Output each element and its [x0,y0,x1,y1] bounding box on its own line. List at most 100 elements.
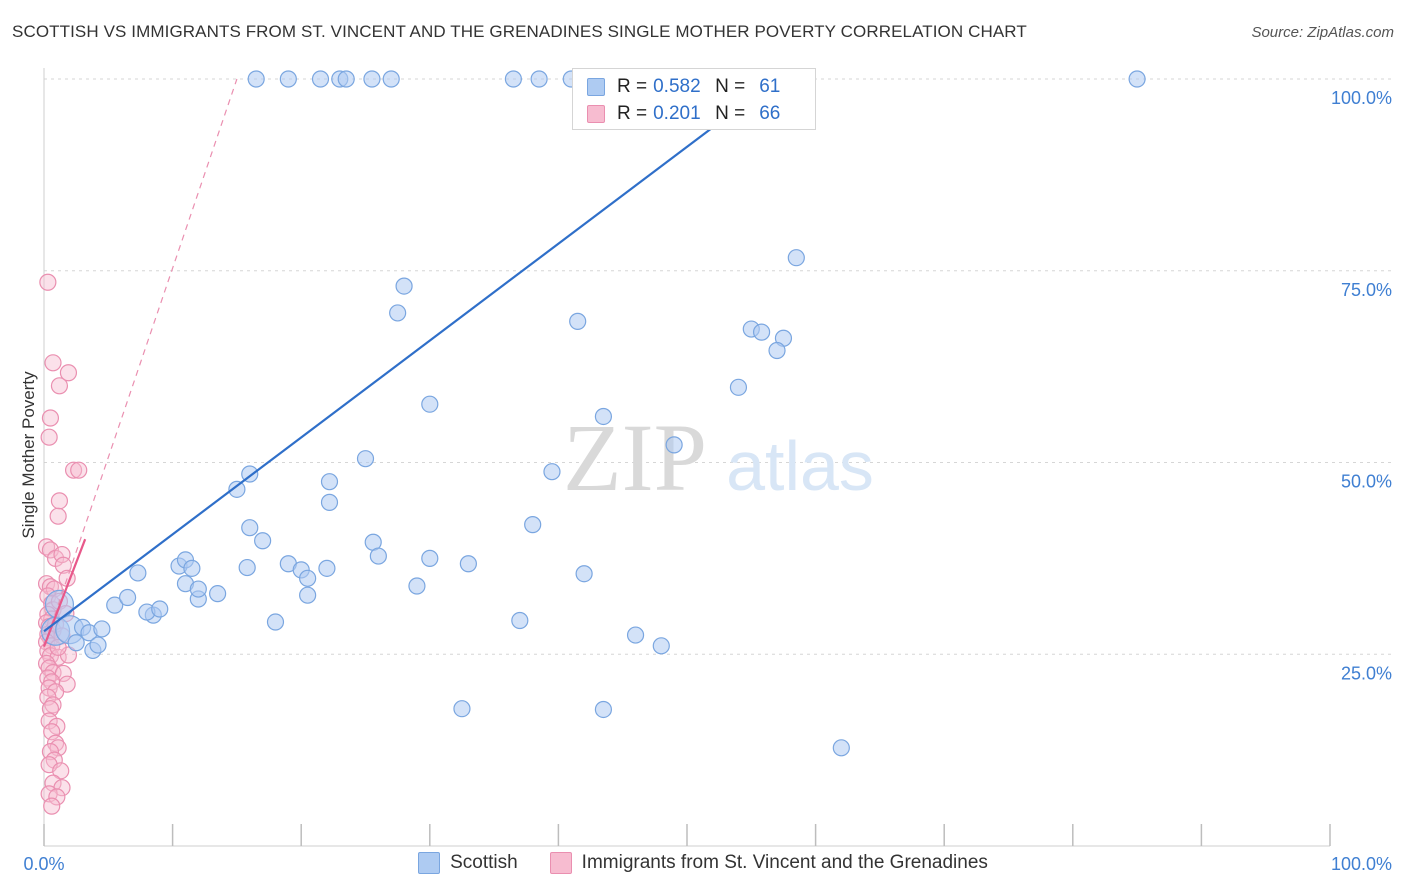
scatter-point-scottish [337,70,355,88]
scatter-point-scottish [665,436,683,454]
scatter-point-scottish [238,558,256,577]
scatter-point-scottish [389,304,407,322]
scatter-point-immigrants [59,364,78,382]
scatter-point-scottish [421,395,439,413]
scatter-point-immigrants [43,797,61,815]
scatter-point-scottish [241,519,259,537]
scatter-point-scottish [228,480,246,498]
scatter-point-scottish [524,516,542,534]
scatter-point-scottish [106,596,124,614]
scatter-point-scottish [408,577,426,595]
scatter-point-scottish [299,586,317,604]
scatter-point-immigrants [54,664,72,683]
legend-swatch-blue [587,78,605,96]
scatter-point-immigrants [45,751,63,769]
legend-row-immigrants: R = 0.201 N = 66 [587,102,780,126]
scatter-point-immigrants [44,774,62,792]
r-value-immigrants: 0.201 [653,103,701,124]
legend-swatch-blue [418,852,441,874]
source-label: Source: ZipAtlas.com [1251,24,1394,41]
tick-labels: 25.0% 50.0% 75.0% 100.0% 0.0% 100.0% [23,88,1392,874]
r-label: R = [617,76,648,97]
scatter-point-scottish [129,564,147,582]
scatter-point-scottish [594,700,613,719]
watermark-zip: ZIP [563,404,707,511]
scatter-point-scottish [311,70,330,88]
scatter-point-scottish [209,585,227,603]
correlation-legend: R = 0.582 N = 61 R = 0.201 N = 66 [572,68,816,130]
scatter-point-immigrants [40,428,58,446]
scatter-point-scottish [118,588,137,607]
scatter-point-scottish [67,634,85,652]
scatter-point-scottish [543,463,561,481]
scatter-point-immigrants [50,492,69,510]
scatter-point-scottish [320,493,339,511]
legend-swatch-pink [549,852,572,874]
scatter-point-scottish [530,70,548,88]
y-tick-label: 25.0% [1341,663,1392,683]
r-label: R = [617,103,648,124]
scatter-point-scottish [1128,70,1146,88]
trend-line-scottish [43,78,778,633]
scatter-point-immigrants [64,461,83,479]
legend-row-scottish: R = 0.582 N = 61 [587,75,780,99]
scatter-point-scottish [768,341,786,360]
trend-line-immigrants-extended [43,78,238,647]
scatter-point-immigrants [41,743,60,761]
blue-series-points [40,70,1146,757]
n-value-scottish: 61 [759,76,781,97]
chart-title: SCOTTISH VS IMMIGRANTS FROM ST. VINCENT … [12,22,1027,41]
scatter-point-immigrants [37,654,56,673]
n-value-immigrants: 66 [759,103,781,124]
scatter-point-scottish [832,739,850,757]
series-legend: Scottish Immigrants from St. Vincent and… [0,852,1406,874]
n-label: N = [715,103,746,124]
scatter-point-scottish [318,559,336,577]
scatter-point-immigrants [44,354,62,372]
scatter-point-scottish [395,277,413,295]
scatter-point-scottish [189,580,207,598]
scatter-point-scottish [594,407,613,426]
scatter-point-immigrants [41,409,60,427]
scatter-point-scottish [729,378,748,396]
scatter-point-scottish [266,613,285,631]
scatter-point-immigrants [39,273,57,291]
scatter-point-scottish [787,249,805,267]
pink-series-points [37,273,88,815]
scatter-point-scottish [459,555,477,573]
scatter-point-immigrants [52,762,70,780]
scatter-point-scottish [93,620,111,638]
scatter-point-scottish [254,532,272,550]
scatter-point-scottish [89,636,107,654]
scatter-point-immigrants [48,788,66,806]
scatter-point-scottish [382,70,400,88]
y-tick-label: 100.0% [1331,88,1392,108]
scatter-point-scottish [279,70,297,88]
scatter-point-scottish [183,559,201,577]
scatter-point-scottish [320,473,339,491]
scatter-point-immigrants [54,556,72,574]
scatter-point-scottish [453,700,471,718]
legend-item-scottish[interactable]: Scottish [418,852,518,874]
legend-label-immigrants: Immigrants from St. Vincent and the Gren… [581,852,988,873]
legend-swatch-pink [587,105,605,123]
r-value-scottish: 0.582 [653,76,701,97]
scatter-point-scottish [363,70,381,88]
x-tick-label-min: 0.0% [23,854,64,874]
watermark-atlas: atlas [726,427,874,505]
scatter-point-immigrants [70,461,88,479]
scatter-point-scottish [575,565,593,583]
scatter-point-scottish [569,312,587,330]
trend-lines [42,78,778,647]
scatter-point-immigrants [49,507,67,525]
legend-item-immigrants[interactable]: Immigrants from St. Vincent and the Gren… [549,852,988,874]
scatter-point-immigrants [41,700,60,718]
scatter-point-scottish [299,569,317,587]
scatter-point-scottish [151,600,169,618]
scatter-point-scottish [504,70,522,88]
legend-label-scottish: Scottish [450,852,518,873]
y-tick-label: 50.0% [1341,472,1392,492]
trend-line-immigrants [42,538,87,647]
n-label: N = [715,76,746,97]
